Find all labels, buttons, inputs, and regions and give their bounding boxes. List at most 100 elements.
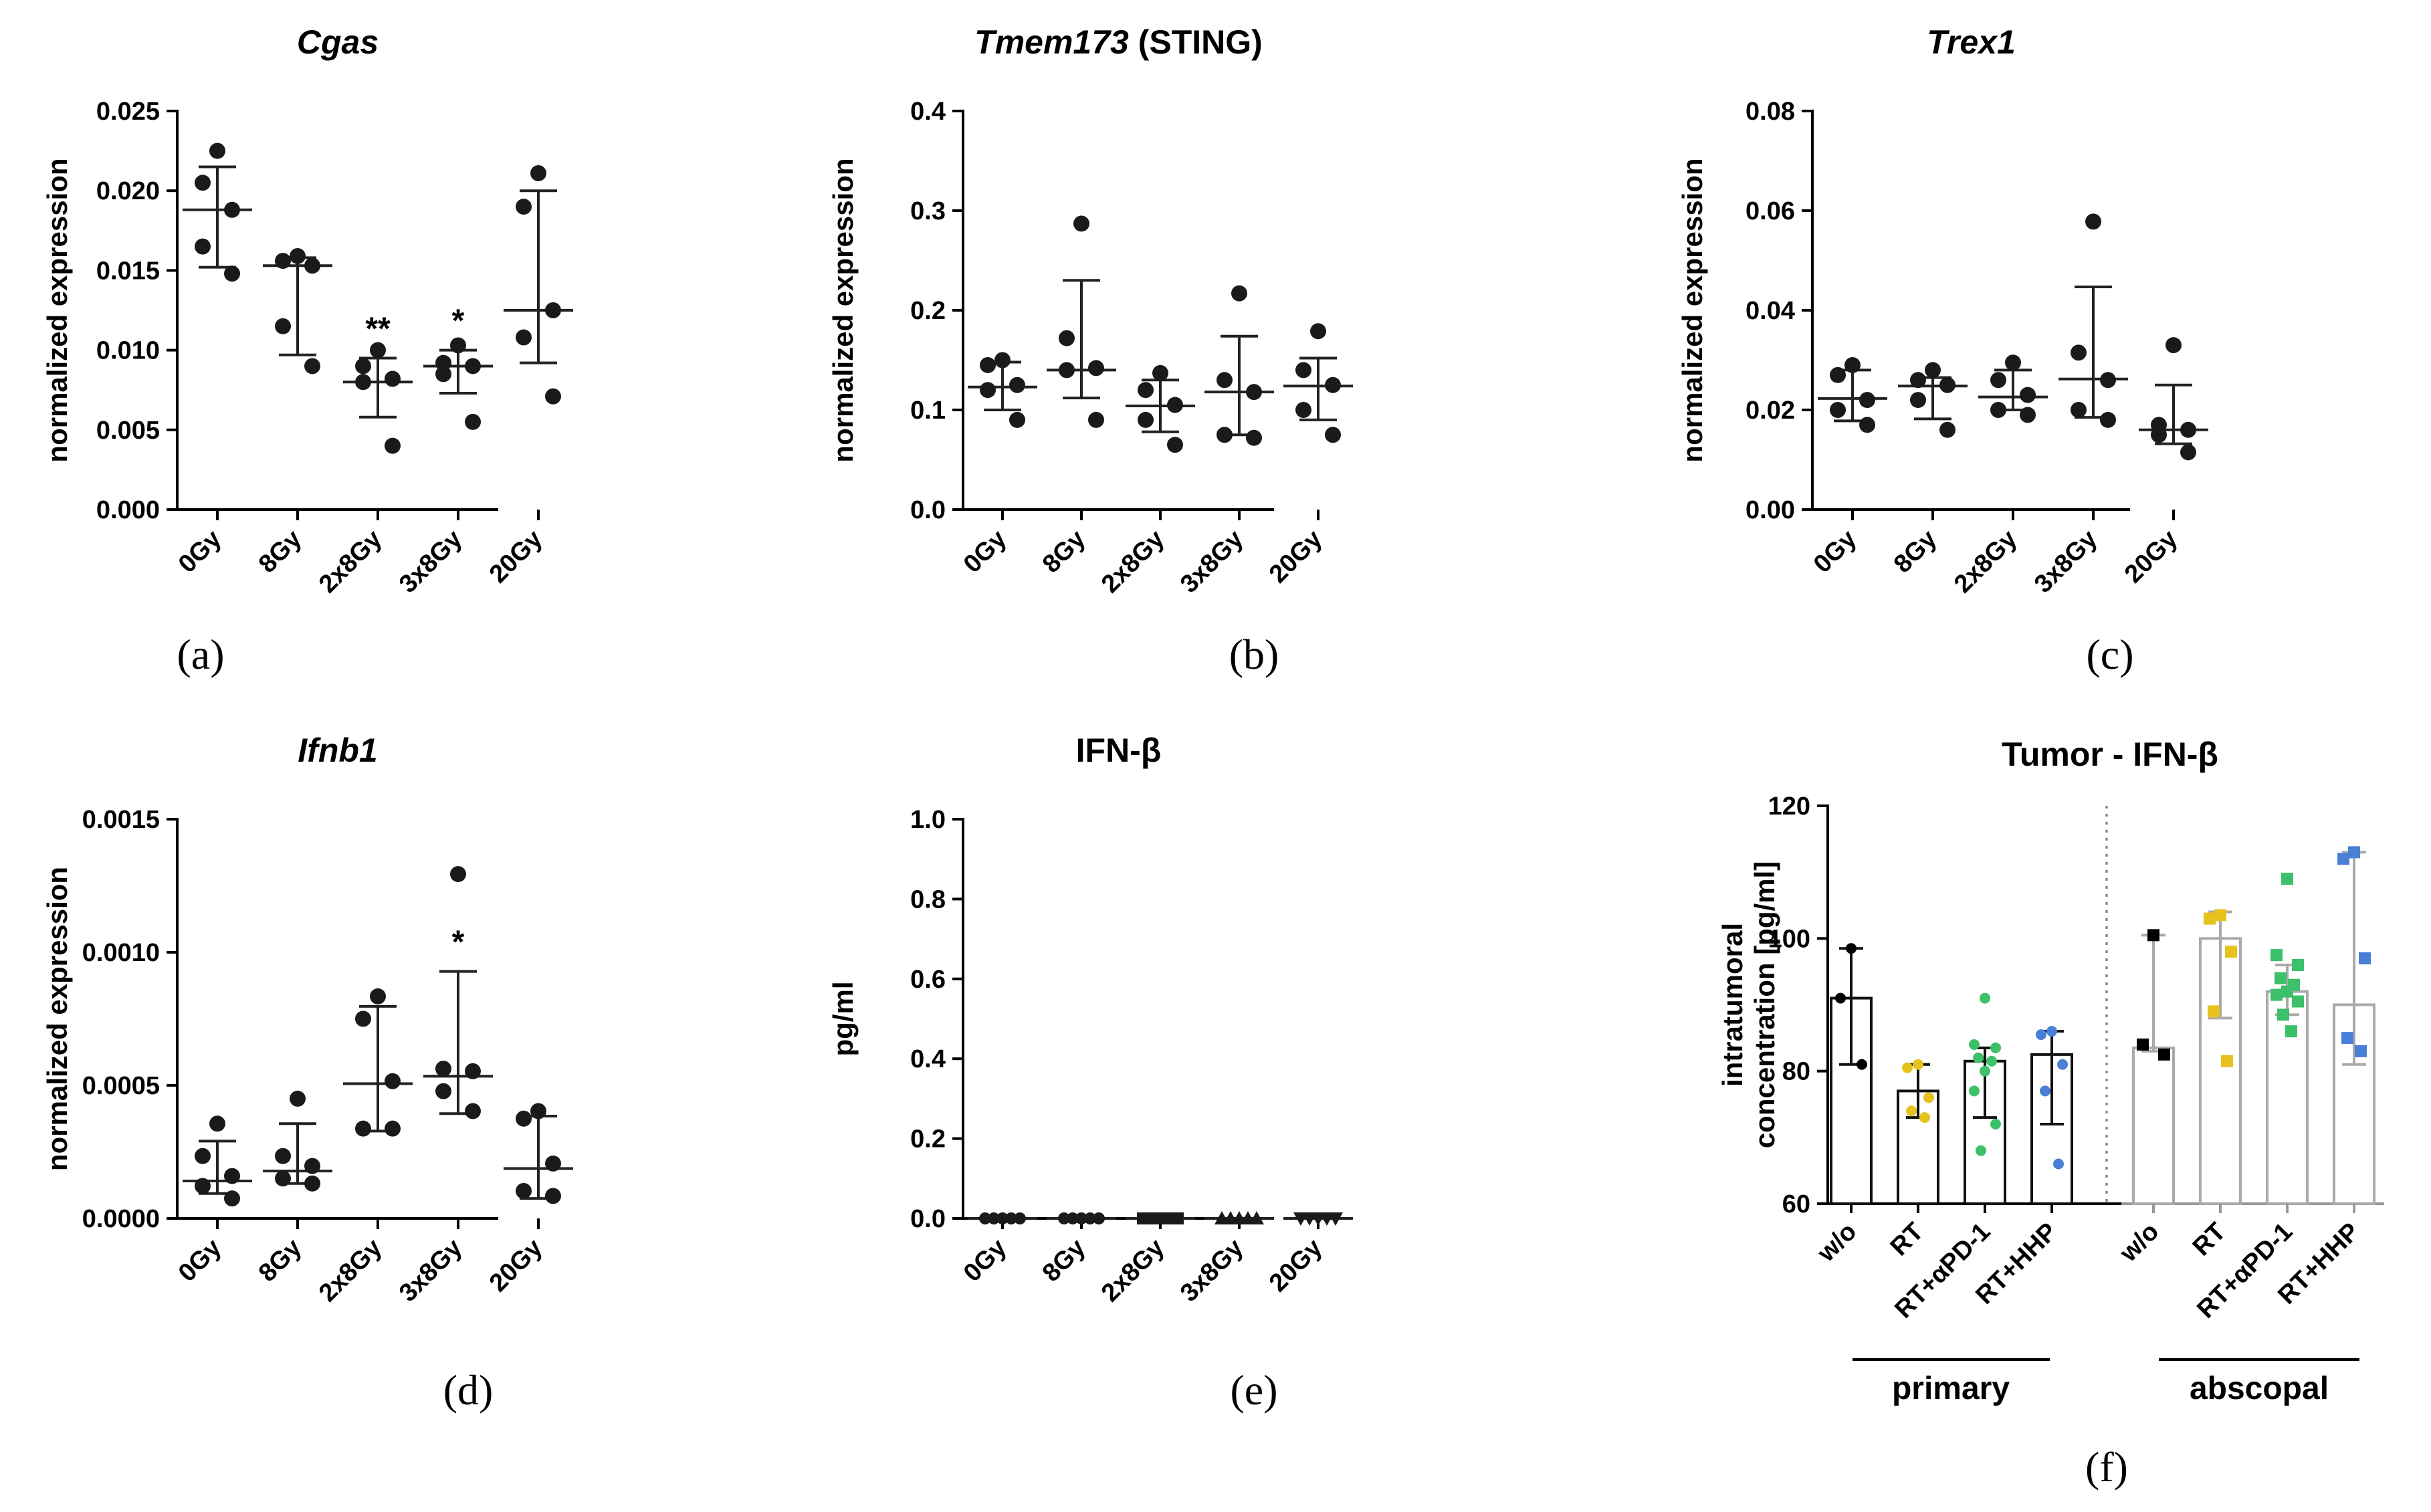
data-point xyxy=(1902,1062,1913,1073)
panel-label: (e) xyxy=(1230,1366,1277,1414)
data-point xyxy=(355,374,371,391)
panel-label: (c) xyxy=(2086,631,2133,678)
y-tick-label: 0.0 xyxy=(910,1205,946,1233)
data-point xyxy=(1172,1212,1184,1224)
significance-mark: * xyxy=(452,925,465,960)
x-tick-label: 0Gy xyxy=(173,525,227,578)
data-point xyxy=(2151,427,2167,443)
data-point xyxy=(2214,909,2226,922)
y-tick-label: 0.06 xyxy=(1746,197,1795,225)
x-tick-label: 3x8Gy xyxy=(2029,525,2103,599)
chart-title-italic: Cgas xyxy=(297,23,379,61)
y-tick-label: 0.00 xyxy=(1746,496,1795,524)
y-tick-label: 0.8 xyxy=(910,885,946,913)
chart-title: Tumor - IFN-β xyxy=(2002,736,2218,773)
data-point xyxy=(2137,1039,2149,1051)
x-tick-label: 3x8Gy xyxy=(394,1234,467,1307)
y-tick-label: 0.6 xyxy=(910,966,946,994)
data-point xyxy=(435,1083,451,1099)
chart-title: Trex1 xyxy=(1927,23,2016,61)
data-point xyxy=(224,1168,240,1184)
data-point xyxy=(1217,427,1233,443)
y-tick-label: 0.4 xyxy=(910,98,946,126)
data-point xyxy=(2281,985,2293,998)
data-point xyxy=(980,382,996,399)
x-tick-label: 8Gy xyxy=(253,1234,307,1287)
y-tick-label: 0.0 xyxy=(910,496,946,524)
data-point xyxy=(2085,213,2101,230)
data-point xyxy=(355,358,371,374)
chart-title: Tmem173 (STING) xyxy=(974,23,1263,61)
data-point xyxy=(2277,1008,2289,1021)
x-tick-label: 8Gy xyxy=(1037,525,1091,578)
data-point xyxy=(1088,411,1104,428)
x-tick-label: 20Gy xyxy=(1264,1234,1328,1297)
x-tick-label: 0Gy xyxy=(1808,525,1862,578)
y-tick-label: 1.0 xyxy=(910,806,946,834)
data-point xyxy=(1857,1059,1867,1070)
y-axis-label: normalized expression xyxy=(827,158,859,462)
data-point xyxy=(980,356,996,373)
data-point xyxy=(2071,402,2087,418)
data-point xyxy=(1969,1039,1980,1050)
data-point xyxy=(530,1103,546,1119)
panel-c: Trex1 0.00 0.02 0.04 0.06 0.08 normalized expr… xyxy=(1677,23,2208,678)
data-point xyxy=(1249,1211,1264,1224)
data-point xyxy=(516,199,532,215)
bar xyxy=(2132,1046,2175,1206)
data-point xyxy=(2053,1158,2064,1170)
panel-label: (f) xyxy=(2085,1443,2128,1491)
chart-title-text: (STING) xyxy=(1129,23,1263,61)
data-point xyxy=(2005,354,2021,371)
data-point xyxy=(1939,421,1956,438)
data-point xyxy=(355,1120,371,1137)
chart-title: Cgas xyxy=(297,23,379,61)
data-point xyxy=(370,342,386,358)
data-point xyxy=(545,302,561,318)
data-point xyxy=(979,1212,991,1224)
data-point xyxy=(2355,1045,2367,1057)
data-point xyxy=(385,437,401,454)
y-tick-label: 100 xyxy=(1768,925,1810,953)
data-point xyxy=(385,1073,401,1089)
data-point xyxy=(195,175,211,191)
data-point xyxy=(2100,411,2116,428)
chart-title: Ifnb1 xyxy=(298,732,377,769)
data-point xyxy=(1859,417,1875,433)
y-axis-label: pg/ml xyxy=(827,982,859,1057)
data-point xyxy=(1310,323,1326,340)
data-point xyxy=(994,352,1011,368)
data-point xyxy=(2270,988,2283,1001)
data-point xyxy=(1014,1212,1026,1224)
data-point xyxy=(385,1120,401,1137)
data-point xyxy=(2225,946,2237,958)
data-point xyxy=(2208,1005,2220,1018)
data-point xyxy=(2180,444,2196,461)
y-tick-label: 80 xyxy=(1782,1058,1810,1086)
data-point xyxy=(1830,402,1846,418)
y-tick-label: 0.02 xyxy=(1746,397,1795,425)
data-point xyxy=(2100,372,2116,389)
data-point xyxy=(1976,1145,1986,1156)
group-label-primary: primary xyxy=(1892,1371,2010,1406)
bar xyxy=(2266,990,2309,1205)
data-point xyxy=(465,413,481,430)
data-point xyxy=(450,866,466,883)
y-tick-label: 0.4 xyxy=(910,1045,946,1073)
y-tick-label: 0.015 xyxy=(96,257,160,285)
data-point xyxy=(1913,1059,1923,1070)
x-tick-label: 8Gy xyxy=(1037,1234,1091,1287)
x-tick-label: 8Gy xyxy=(253,525,307,578)
data-point xyxy=(304,1175,320,1192)
panel-label: (d) xyxy=(443,1366,494,1414)
x-tick-label: w/o xyxy=(2114,1218,2164,1268)
y-tick-label: 0.3 xyxy=(910,197,946,225)
y-tick-label: 0.1 xyxy=(910,397,946,425)
data-point xyxy=(1059,362,1075,379)
data-point xyxy=(224,201,240,218)
y-axis-label: normalized expression xyxy=(41,867,73,1171)
data-point xyxy=(1138,382,1154,399)
data-point xyxy=(2348,846,2360,859)
group-label-abscopal: abscopal xyxy=(2190,1371,2329,1406)
